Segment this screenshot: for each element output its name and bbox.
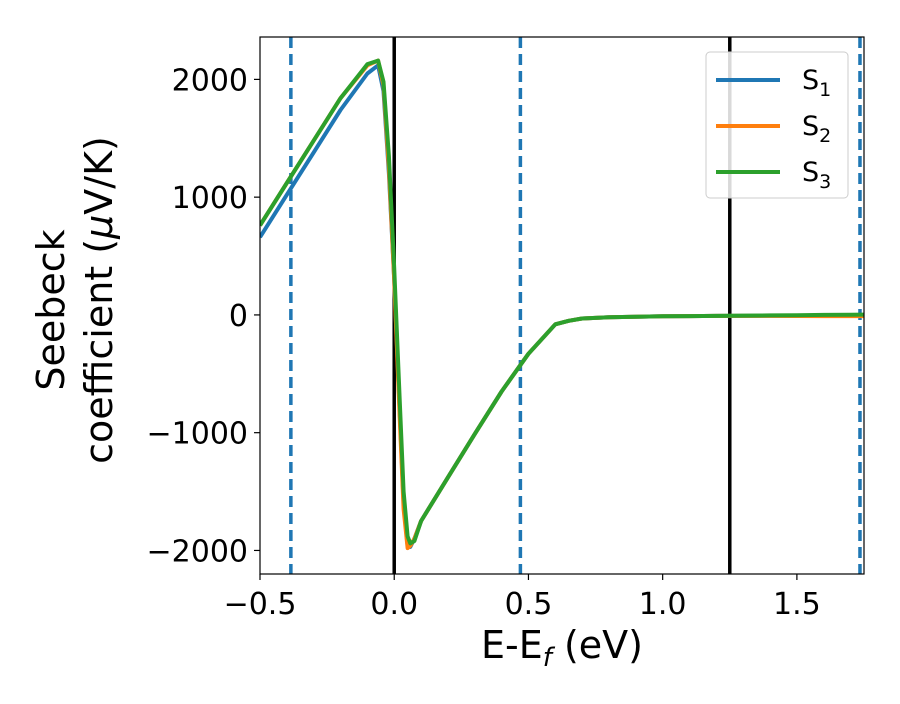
y-tick-label-2: 0 bbox=[229, 299, 248, 334]
x-tick-label-1: 0.0 bbox=[370, 587, 418, 622]
legend-label-1: S1 bbox=[802, 65, 831, 101]
y-axis-label: Seebeck coefficient (μV/K) bbox=[29, 136, 121, 464]
y-tick-label-1: 1000 bbox=[172, 181, 248, 216]
series-line-3 bbox=[260, 58, 864, 546]
y-axis-label-line1: Seebeck bbox=[29, 229, 73, 390]
x-tick-label-2: 0.5 bbox=[505, 587, 553, 622]
x-tick-label-4: 1.5 bbox=[773, 587, 821, 622]
legend-label-3: S3 bbox=[802, 157, 831, 193]
y-axis-ticks: 2000 1000 0 −1000 −2000 bbox=[147, 63, 260, 569]
x-tick-label-3: 1.0 bbox=[639, 587, 687, 622]
legend-label-2: S2 bbox=[802, 111, 831, 147]
y-tick-label-0: 2000 bbox=[172, 63, 248, 98]
y-tick-label-4: −2000 bbox=[147, 534, 248, 569]
x-axis-ticks: −0.5 0.0 0.5 1.0 1.5 bbox=[224, 574, 821, 622]
x-axis-label: E-Ef (eV) bbox=[481, 623, 643, 673]
legend: S1 S2 S3 bbox=[705, 51, 849, 199]
series-group bbox=[260, 58, 864, 551]
y-axis-label-line2: coefficient (μV/K) bbox=[77, 136, 121, 464]
y-tick-label-3: −1000 bbox=[147, 417, 248, 452]
x-tick-label-0: −0.5 bbox=[224, 587, 297, 622]
plot-frame bbox=[259, 36, 865, 575]
